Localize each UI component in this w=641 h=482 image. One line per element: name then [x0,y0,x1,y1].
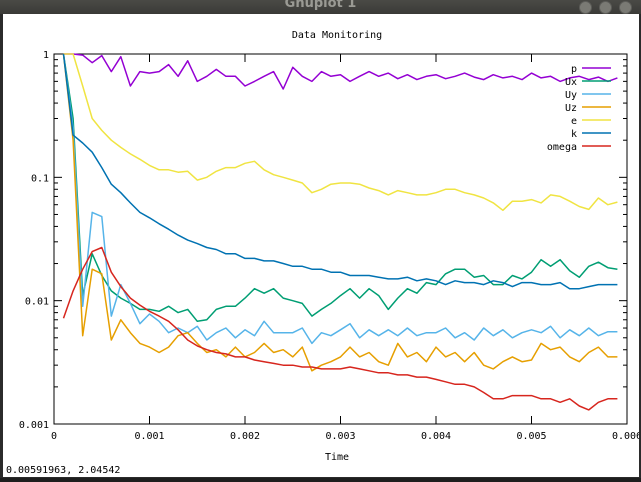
x-tick-label: 0.003 [325,431,355,442]
close-icon[interactable] [619,1,632,14]
x-axis-ticks: 0 0.001 0.002 0.003 0.004 0.005 0.006 [51,54,639,442]
x-tick-label: 0 [51,431,57,442]
window-title: Gnuplot 1 [284,0,357,11]
legend-label-uy: Uy [565,90,577,101]
y-axis-ticks: 0.001 0.01 0.1 1 [19,50,627,431]
x-tick-label: 0.002 [230,431,260,442]
x-tick-label: 0.006 [612,431,639,442]
status-bar [3,466,639,477]
series-line-uz [62,53,618,372]
legend-label-uz: Uz [565,103,577,114]
legend-label-omega: omega [547,142,577,153]
series-lines [62,53,618,411]
legend-label-k: k [571,129,577,140]
y-tick-label: 1 [43,50,49,61]
y-tick-label: 0.01 [25,297,49,308]
chart-title: Data Monitoring [292,30,382,41]
maximize-icon[interactable] [599,1,612,14]
x-axis-label: Time [325,452,349,463]
series-line-p [63,53,618,90]
x-tick-label: 0.001 [134,431,164,442]
y-tick-label: 0.001 [19,420,49,431]
series-line-k [62,53,618,290]
series-line-ux [62,53,618,323]
mouse-coordinates: 0.00591963, 2.04542 [6,465,121,476]
bottom-strip [0,478,641,482]
legend-label-p: p [571,64,577,75]
minimize-icon[interactable] [579,1,592,14]
series-line-uy [62,53,618,345]
legend-label-e: e [571,116,577,127]
x-tick-label: 0.005 [516,431,546,442]
y-tick-label: 0.1 [31,173,49,184]
series-line-omega [62,246,618,411]
series-line-e [63,53,618,212]
plot-window[interactable]: Data Monitoring Time 0.001 0.01 0.1 1 0 0.00… [3,14,639,477]
legend: p Ux Uy Uz ek omega [547,64,611,153]
window-titlebar[interactable]: Gnuplot 1 [0,0,641,14]
legend-label-ux: Ux [565,77,577,88]
x-tick-label: 0.004 [421,431,451,442]
